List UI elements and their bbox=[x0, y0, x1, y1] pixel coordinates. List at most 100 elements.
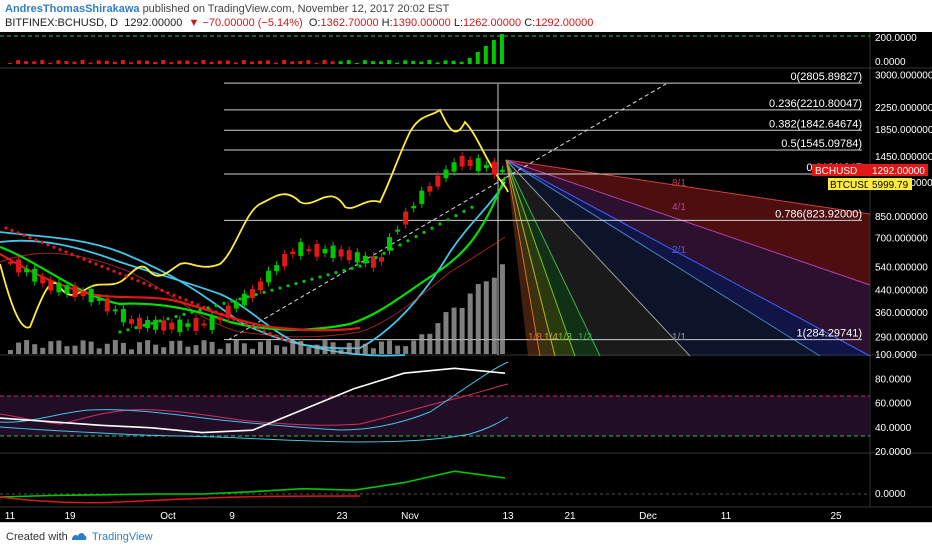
footer: Created with TradingView bbox=[0, 522, 932, 550]
candle-body bbox=[475, 158, 481, 172]
chart-canvas[interactable]: 0(2805.89827) 0.236(2210.80047) 0.382(1842… bbox=[0, 32, 932, 522]
volume-bar bbox=[499, 264, 505, 354]
oscillator-bar bbox=[249, 61, 254, 64]
oscillator-bar bbox=[80, 60, 85, 64]
candle-body bbox=[233, 302, 239, 309]
sar-dot bbox=[58, 248, 62, 252]
volume-tick-label: 0.0000 bbox=[875, 57, 906, 68]
candle-body bbox=[443, 169, 449, 179]
price-tick-label: 360.000000 bbox=[875, 308, 928, 319]
fan-line bbox=[505, 159, 871, 286]
author-link[interactable]: AndresThomasShirakawa bbox=[5, 3, 140, 15]
sar-dot bbox=[10, 228, 14, 232]
oscillator-bar bbox=[217, 60, 222, 64]
volume-bar bbox=[169, 340, 175, 354]
sar-dot bbox=[154, 286, 158, 290]
sar-dot bbox=[254, 293, 258, 297]
time-tick-label: Dec bbox=[639, 511, 657, 522]
sar-dot bbox=[270, 288, 274, 292]
sar-dot bbox=[274, 334, 278, 338]
volume-bar bbox=[274, 345, 280, 354]
sar-dot bbox=[124, 274, 128, 278]
fib-level-label: 0.382(1842.64674) bbox=[769, 118, 862, 130]
time-tick-label: 11 bbox=[5, 511, 16, 522]
volume-bar bbox=[338, 349, 344, 354]
volume-bar bbox=[177, 340, 183, 354]
candle-body bbox=[298, 242, 304, 256]
oscillator-bar bbox=[491, 40, 496, 64]
price-tick-label: 850.000000 bbox=[875, 212, 928, 223]
bchusd-label-bg bbox=[812, 164, 868, 176]
fan-label: 4/1 bbox=[672, 202, 686, 213]
oscillator-bar bbox=[322, 60, 327, 64]
candle-body bbox=[266, 270, 272, 283]
fib-level-label: 0(2805.89827) bbox=[790, 71, 862, 83]
candle-body bbox=[201, 323, 207, 326]
fib-level-label: 1(284.29741) bbox=[797, 328, 862, 340]
sar-dot bbox=[244, 322, 248, 326]
volume-bar bbox=[483, 281, 489, 354]
sar-dot bbox=[160, 288, 164, 292]
volume-tick-label: 200.0000 bbox=[875, 33, 917, 44]
sar-dot bbox=[142, 281, 146, 285]
sar-dot bbox=[28, 236, 32, 240]
oscillator-bar bbox=[443, 60, 448, 64]
oscillator-bar bbox=[403, 60, 408, 64]
chart-svg[interactable]: 0(2805.89827) 0.236(2210.80047) 0.382(1842… bbox=[0, 32, 932, 522]
fib-level-label: 0.236(2210.80047) bbox=[769, 98, 862, 110]
volume-bar bbox=[161, 347, 167, 354]
volume-bar bbox=[314, 344, 320, 354]
oscillator-bar bbox=[258, 60, 262, 64]
fan-line bbox=[505, 159, 556, 357]
btcusd-price-bg bbox=[868, 178, 912, 190]
candle-body bbox=[72, 285, 78, 298]
oscillator-bar bbox=[48, 62, 53, 64]
fan-label: 1/1 bbox=[672, 332, 686, 343]
volume-bar bbox=[88, 341, 94, 354]
time-axis[interactable]: 11 19 Oct 9 23 Nov 13 21 Dec 11 25 bbox=[5, 511, 842, 522]
btcusd-label-bg bbox=[828, 178, 868, 190]
sar-dot bbox=[406, 239, 410, 243]
sar-dot bbox=[16, 231, 20, 235]
oscillator-bar bbox=[266, 60, 271, 64]
symbol-line: BITFINEX:BCHUSD, D 1292.00000 ▼ −70.0000… bbox=[5, 17, 593, 29]
last-price: 1292.00000 bbox=[124, 17, 183, 29]
candle-body bbox=[169, 322, 175, 330]
oscillator-bar bbox=[193, 62, 198, 64]
sar-dot bbox=[126, 328, 130, 332]
price-axis[interactable]: 3000.000000 2250.000000 1850.000000 1450.00… bbox=[875, 33, 932, 500]
oscillator-bar bbox=[475, 52, 480, 64]
fan-line bbox=[505, 159, 691, 357]
sar-dot bbox=[318, 275, 322, 279]
volume-bar bbox=[112, 340, 118, 354]
candlesticks bbox=[8, 151, 505, 337]
candle-body bbox=[16, 259, 22, 273]
sar-dot bbox=[182, 312, 186, 316]
candle-body bbox=[499, 169, 505, 172]
oscillator-bar bbox=[378, 61, 383, 64]
sma-line bbox=[0, 236, 506, 338]
volume-bar bbox=[362, 343, 368, 354]
macd-signal-line bbox=[0, 495, 361, 504]
volume-bar bbox=[443, 312, 449, 354]
sar-dot bbox=[246, 295, 250, 299]
volume-bar bbox=[120, 342, 126, 354]
ohlc-close-key: C: bbox=[524, 17, 536, 29]
volume-bar bbox=[225, 343, 231, 354]
rsi-tick-label: 100.0000 bbox=[875, 350, 917, 361]
candle-body bbox=[161, 320, 167, 331]
sar-dot bbox=[214, 304, 218, 308]
sar-dot bbox=[166, 291, 170, 295]
price-tick-label: 2250.000000 bbox=[875, 103, 932, 114]
oscillator-bar bbox=[8, 63, 12, 64]
sar-dot bbox=[142, 323, 146, 327]
candle-body bbox=[24, 268, 30, 273]
fib-level-label: 0.786(823.92000) bbox=[775, 208, 862, 220]
volume-bar bbox=[346, 342, 352, 354]
tradingview-link[interactable]: TradingView bbox=[92, 531, 153, 543]
sar-dot bbox=[190, 300, 194, 304]
macd-tick-label: 0.0000 bbox=[875, 489, 906, 500]
oscillator-bar bbox=[40, 60, 45, 64]
candle-body bbox=[491, 161, 497, 175]
btcusd-label: BTCUSD bbox=[830, 180, 871, 191]
